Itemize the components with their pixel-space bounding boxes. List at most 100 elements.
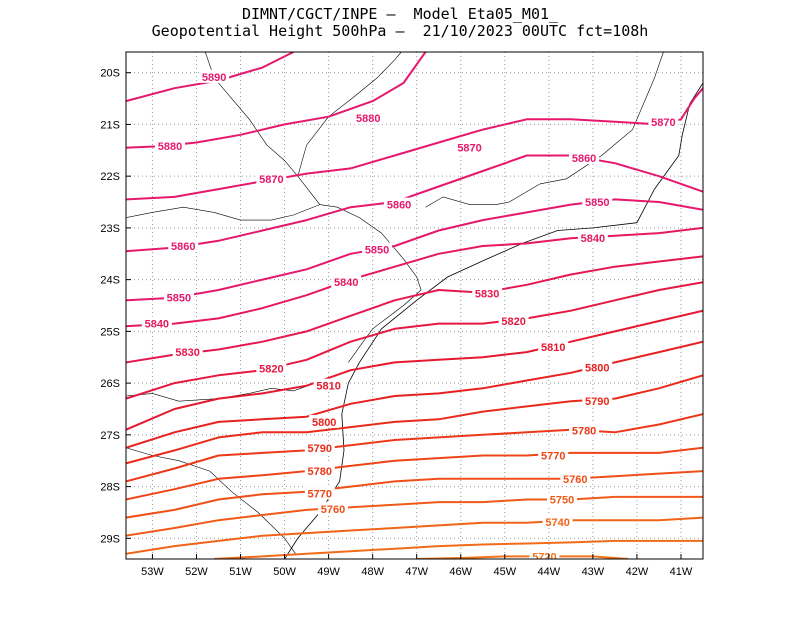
contour-label-bg bbox=[569, 151, 600, 165]
contour-label-5850: 5850 bbox=[365, 245, 389, 257]
contour-label-bg bbox=[362, 242, 393, 256]
contour-label-5810: 5810 bbox=[316, 381, 340, 393]
x-tick-label: 51W bbox=[229, 566, 252, 578]
contour-label-bg bbox=[304, 464, 335, 478]
contour-line-5730 bbox=[214, 539, 703, 559]
lat-lon-grid bbox=[126, 52, 703, 559]
contour-label-5870: 5870 bbox=[651, 117, 675, 129]
contour-label-bg bbox=[256, 361, 287, 375]
contour-label-5880: 5880 bbox=[356, 113, 380, 125]
y-tick-label: 23S bbox=[100, 223, 120, 235]
state-border-line bbox=[126, 204, 320, 221]
contour-label-5790: 5790 bbox=[308, 443, 332, 455]
contour-line-5750 bbox=[126, 495, 703, 537]
contour-label-bg bbox=[538, 339, 569, 353]
contour-label-5810: 5810 bbox=[541, 342, 565, 354]
contour-label-5720: 5720 bbox=[532, 551, 556, 563]
contour-label-5870: 5870 bbox=[259, 174, 283, 186]
x-tick-label: 48W bbox=[361, 566, 384, 578]
contour-label-5770: 5770 bbox=[308, 488, 332, 500]
contour-label-5760: 5760 bbox=[321, 504, 345, 516]
contour-label-5880: 5880 bbox=[158, 141, 182, 153]
contour-line-5880 bbox=[126, 52, 427, 149]
contour-label-bg bbox=[199, 69, 230, 83]
contour-label-bg bbox=[538, 448, 569, 462]
contour-label-bg bbox=[577, 231, 608, 245]
contour-label-bg bbox=[168, 239, 199, 253]
title-line-2: Geopotential Height 500hPa – 21/10/2023 … bbox=[151, 22, 649, 40]
contour-label-5780: 5780 bbox=[308, 466, 332, 478]
contour-line-5780 bbox=[126, 413, 703, 483]
y-tick-label: 29S bbox=[100, 533, 120, 545]
contour-label-5850: 5850 bbox=[167, 293, 191, 305]
contour-label-bg bbox=[648, 114, 679, 128]
contour-line-5770 bbox=[126, 446, 703, 501]
plot-frame bbox=[125, 51, 704, 560]
x-tick-label: 44W bbox=[538, 566, 561, 578]
contour-line-5820 bbox=[126, 281, 703, 400]
x-tick-label: 50W bbox=[273, 566, 296, 578]
contour-label-bg bbox=[331, 275, 362, 289]
contour-label-5790: 5790 bbox=[585, 396, 609, 408]
contour-label-bg bbox=[498, 314, 529, 328]
x-tick-label: 49W bbox=[317, 566, 340, 578]
y-tick-label: 22S bbox=[100, 171, 120, 183]
contour-label-bg bbox=[313, 378, 344, 392]
contour-label-5740: 5740 bbox=[545, 517, 569, 529]
coastline-path bbox=[284, 82, 703, 559]
contour-label-bg bbox=[582, 394, 613, 408]
state-borders bbox=[126, 52, 664, 554]
x-tick-label: 53W bbox=[141, 566, 164, 578]
contour-label-bg bbox=[155, 139, 186, 153]
contour-label-bg bbox=[141, 316, 172, 330]
y-tick-label: 24S bbox=[100, 275, 120, 287]
contour-line-5810 bbox=[126, 309, 703, 431]
contour-label-bg bbox=[454, 140, 485, 154]
contour-label-bg bbox=[529, 549, 560, 559]
state-border-line bbox=[425, 196, 510, 208]
contour-label-5870: 5870 bbox=[457, 143, 481, 155]
contour-label-5820: 5820 bbox=[259, 364, 283, 376]
contour-line-5870 bbox=[126, 87, 703, 201]
state-border-line bbox=[205, 52, 422, 363]
contour-line-5740 bbox=[126, 516, 703, 555]
contour-label-5830: 5830 bbox=[475, 289, 499, 301]
contour-label-5800: 5800 bbox=[585, 363, 609, 375]
contour-label-5750: 5750 bbox=[550, 495, 574, 507]
contour-label-bg bbox=[304, 486, 335, 500]
y-tick-label: 20S bbox=[100, 68, 120, 80]
contour-label-bg bbox=[318, 501, 349, 515]
contour-line-5830 bbox=[126, 255, 703, 364]
contour-label-bg bbox=[163, 290, 194, 304]
contour-line-5860 bbox=[126, 154, 703, 253]
contour-label-bg bbox=[569, 423, 600, 437]
contour-label-bg bbox=[384, 197, 415, 211]
x-tick-label: 41W bbox=[670, 566, 693, 578]
contour-label-5860: 5860 bbox=[387, 200, 411, 212]
x-tick-label: 45W bbox=[493, 566, 516, 578]
contour-label-5840: 5840 bbox=[334, 277, 358, 289]
contour-label-bg bbox=[472, 286, 503, 300]
contour-label-bg bbox=[582, 360, 613, 374]
contour-label-bg bbox=[542, 514, 573, 528]
contour-label-5780: 5780 bbox=[572, 426, 596, 438]
contour-label-bg bbox=[172, 345, 203, 359]
x-tick-label: 52W bbox=[185, 566, 208, 578]
contour-label-bg bbox=[304, 440, 335, 454]
contour-line-5760 bbox=[126, 470, 703, 519]
state-border-line bbox=[126, 380, 342, 402]
contour-label-bg bbox=[560, 471, 591, 485]
y-tick-label: 26S bbox=[100, 378, 120, 390]
contour-line-5850 bbox=[126, 198, 703, 302]
x-tick-label: 47W bbox=[405, 566, 428, 578]
contour-label-bg bbox=[256, 171, 287, 185]
contour-label-5840: 5840 bbox=[145, 319, 169, 331]
contour-label-bg bbox=[353, 111, 384, 125]
contour-label-5830: 5830 bbox=[175, 347, 199, 359]
state-border-line bbox=[297, 52, 402, 177]
x-tick-label: 46W bbox=[449, 566, 472, 578]
contour-label-5840: 5840 bbox=[581, 233, 605, 245]
contour-line-5720 bbox=[416, 555, 629, 559]
title-line-1: DIMNT/CGCT/INPE – Model Eta05_M01_ bbox=[241, 5, 559, 23]
